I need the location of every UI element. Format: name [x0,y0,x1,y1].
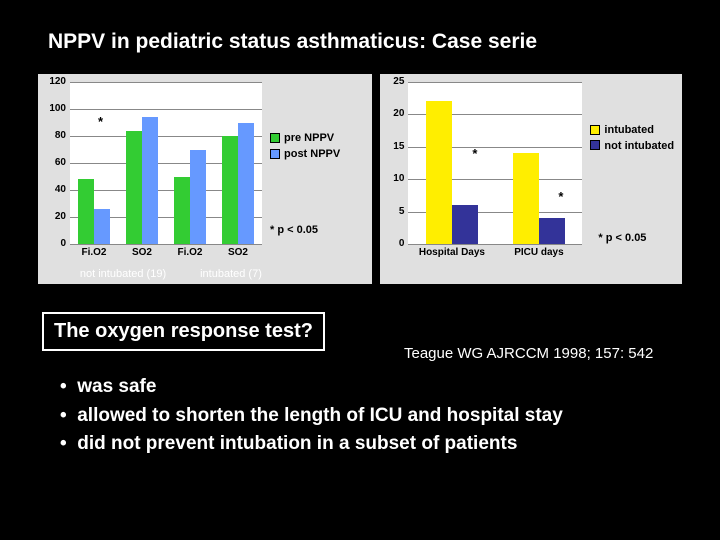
bullet-item: • allowed to shorten the length of ICU a… [60,402,720,431]
legend-item-post: post NPPV [270,148,340,160]
y-tick: 0 [42,238,66,249]
legend-label-not-intubated: not intubated [604,140,674,152]
legend-item-pre: pre NPPV [270,132,340,144]
x-category: Fi.O2 [70,247,118,258]
y-tick: 15 [380,141,404,152]
bar [452,205,478,244]
y-tick: 10 [380,173,404,184]
legend-item-intubated: intubated [590,124,674,136]
chart-days: Hospital DaysPICU days intubated not int… [380,74,682,284]
pnote-left: * p < 0.05 [270,224,318,236]
y-tick: 0 [380,238,404,249]
legend-swatch-pre [270,133,280,143]
legend-swatch-intubated [590,125,600,135]
charts-row: 020406080100120 Fi.O2SO2Fi.O2SO2 pre NPP… [0,54,720,284]
y-tick: 60 [42,157,66,168]
slide-title: NPPV in pediatric status asthmaticus: Ca… [0,0,720,54]
asterisk-right-2: * [558,189,563,204]
plot-area-right [408,82,582,244]
legend-swatch-post [270,149,280,159]
bar [426,101,452,244]
y-tick: 25 [380,76,404,87]
x-category: SO2 [118,247,166,258]
legend-swatch-not-intubated [590,140,600,150]
footer-box: The oxygen response test? [42,312,325,351]
citation: Teague WG AJRCCM 1998; 157: 542 [404,345,653,362]
y-tick: 40 [42,184,66,195]
legend-left: pre NPPV post NPPV [270,132,340,164]
bar [126,131,142,244]
legend-item-not-intubated: not intubated [590,140,674,152]
x-category: SO2 [214,247,262,258]
asterisk-left: * [98,114,103,129]
legend-label-intubated: intubated [604,124,654,136]
y-tick: 20 [380,108,404,119]
bar [78,179,94,244]
x-category: Fi.O2 [166,247,214,258]
legend-label-pre: pre NPPV [284,132,334,144]
bar [174,177,190,245]
bar [94,209,110,244]
chart-nppv: 020406080100120 Fi.O2SO2Fi.O2SO2 pre NPP… [38,74,372,284]
bar [539,218,565,244]
x-category: Hospital Days [408,247,495,258]
y-tick: 20 [42,211,66,222]
group-label-intubated: intubated (7) [186,268,276,280]
y-tick: 100 [42,103,66,114]
bullet-list: • was safe • allowed to shorten the leng… [0,351,720,459]
group-label-not-intubated: not intubated (19) [68,268,178,280]
y-tick: 80 [42,130,66,141]
x-category: PICU days [495,247,582,258]
plot-area-left [70,82,262,244]
pnote-right: * p < 0.05 [598,232,646,244]
bar [142,117,158,244]
y-tick: 5 [380,206,404,217]
asterisk-right-1: * [472,146,477,161]
bar [513,153,539,244]
bar [238,123,254,245]
y-tick: 120 [42,76,66,87]
bar [222,136,238,244]
bullet-item: • did not prevent intubation in a subset… [60,430,720,459]
bullet-item: • was safe [60,373,720,402]
legend-label-post: post NPPV [284,148,340,160]
bar [190,150,206,245]
legend-right: intubated not intubated [590,124,674,156]
